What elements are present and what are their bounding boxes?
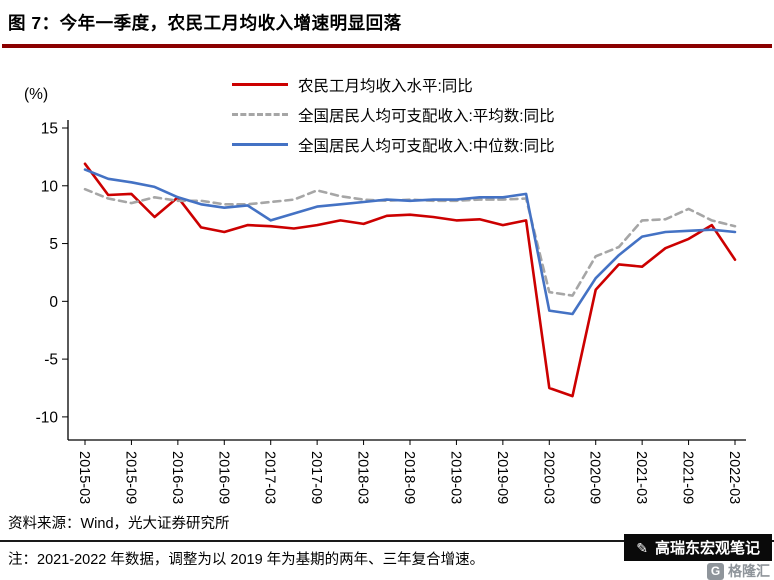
y-tick-label: -10 <box>36 409 59 426</box>
legend-label: 全国居民人均可支配收入:平均数:同比 <box>298 107 555 125</box>
legend-item-migrant-income: 农民工月均收入水平:同比 <box>232 74 555 95</box>
data-note: 注：2021-2022 年数据，调整为以 2019 年为基期的两年、三年复合增速… <box>8 552 485 568</box>
x-tick-label: 2017-03 <box>262 451 278 504</box>
legend-item-mean-income: 全国居民人均可支配收入:平均数:同比 <box>232 104 555 125</box>
x-tick-label: 2016-03 <box>169 451 185 504</box>
title-rule <box>2 44 772 48</box>
line-chart: 15 10 5 0 -5 -10 2015-03 2015-09 2016-03 2016-09 2… <box>36 120 746 504</box>
page-title: 图 7：今年一季度，农民工月均收入增速明显回落 <box>8 13 402 33</box>
x-tick-label: 2019-09 <box>494 451 510 504</box>
x-tick-label: 2022-03 <box>726 451 742 504</box>
x-tick-label: 2019-03 <box>447 451 463 504</box>
y-tick-label: -5 <box>44 352 58 369</box>
x-tick-label: 2015-09 <box>122 451 138 504</box>
series-line-0 <box>83 162 737 398</box>
y-tick-label: 10 <box>41 178 59 195</box>
x-tick-label: 2021-03 <box>633 451 649 504</box>
pencil-icon: ✎ <box>636 539 648 556</box>
y-tick-label: 0 <box>49 294 58 311</box>
legend-line-gray-dashed <box>232 113 288 116</box>
x-tick-label: 2020-03 <box>540 451 556 504</box>
x-tick-label: 2015-03 <box>76 451 92 504</box>
x-tick-label: 2020-09 <box>587 451 603 504</box>
footer-divider <box>0 540 774 542</box>
chart-legend: 农民工月均收入水平:同比 全国居民人均可支配收入:平均数:同比 全国居民人均可支… <box>232 74 555 155</box>
gelonghui-logo: G 格隆汇 <box>707 561 770 580</box>
y-axis-unit-label: (%) <box>24 86 49 103</box>
legend-label: 全国居民人均可支配收入:中位数:同比 <box>298 137 555 155</box>
source-note: 资料来源：Wind，光大证券研究所 <box>8 516 230 532</box>
x-tick-label: 2017-09 <box>308 451 324 504</box>
x-tick-label: 2021-09 <box>680 451 696 504</box>
legend-item-median-income: 全国居民人均可支配收入:中位数:同比 <box>232 134 555 155</box>
watermark-badge: ✎ 高瑞东宏观笔记 <box>624 534 772 561</box>
y-tick-label: 15 <box>41 121 58 138</box>
x-tick-label: 2018-09 <box>401 451 417 504</box>
series-line-2 <box>83 168 737 316</box>
gelonghui-mark-icon: G <box>707 562 724 580</box>
legend-label: 农民工月均收入水平:同比 <box>298 77 473 95</box>
x-tick-label: 2018-03 <box>355 451 371 504</box>
x-tick-label: 2016-09 <box>215 451 231 504</box>
gelonghui-logo-text: 格隆汇 <box>728 563 770 579</box>
y-tick-label: 5 <box>49 236 58 253</box>
watermark-text: 高瑞东宏观笔记 <box>654 540 760 557</box>
legend-line-blue <box>232 143 288 146</box>
legend-line-red <box>232 83 288 86</box>
